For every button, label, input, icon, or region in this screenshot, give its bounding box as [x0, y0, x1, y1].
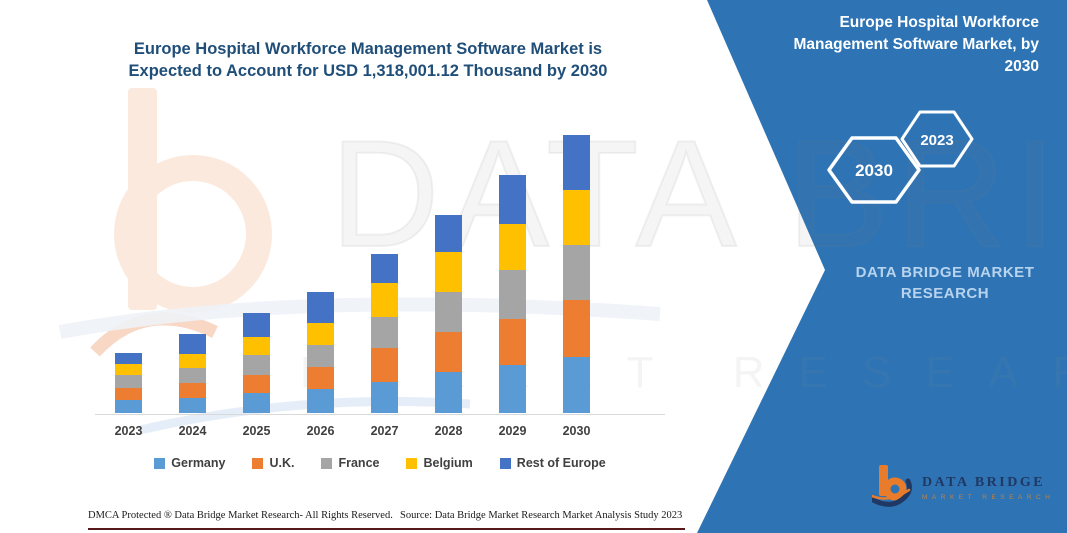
logo-tagline: MARKET RESEARCH: [922, 494, 1055, 501]
stacked-bar-2030: [563, 135, 590, 413]
dmca-notice: DMCA Protected ® Data Bridge Market Rese…: [88, 510, 393, 521]
x-axis-line: [95, 414, 665, 415]
bar-segment-germany-2030: [563, 357, 590, 413]
bar-segment-u-k--2030: [563, 300, 590, 357]
bar-segment-rest-of-europe-2029: [499, 174, 526, 224]
x-axis-label-2029: 2029: [498, 424, 527, 438]
bar-segment-germany-2027: [371, 382, 398, 413]
legend-swatch: [252, 457, 264, 469]
side-panel-title-line2: Management Software Market, by: [793, 36, 1039, 53]
x-axis-label-2026: 2026: [306, 424, 335, 438]
bar-segment-belgium-2024: [179, 353, 206, 369]
stacked-bar-2024: [179, 333, 206, 413]
brand-line1: DATA BRIDGE MARKET: [855, 264, 1035, 281]
side-panel-title-line1: Europe Hospital Workforce: [839, 14, 1039, 31]
chart-title: Europe Hospital Workforce Management Sof…: [84, 38, 652, 82]
bar-segment-france-2023: [115, 375, 142, 389]
bar-segment-france-2024: [179, 368, 206, 384]
bar-segment-u-k--2025: [243, 374, 270, 394]
side-panel-title-line3: 2030: [1004, 58, 1039, 75]
bar-segment-germany-2024: [179, 397, 206, 413]
stacked-bar-2029: [499, 174, 526, 413]
bar-segment-rest-of-europe-2024: [179, 333, 206, 354]
legend-label: U.K.: [269, 456, 295, 470]
legend-label: Belgium: [423, 456, 473, 470]
bar-segment-germany-2023: [115, 400, 142, 413]
side-panel-title: Europe Hospital Workforce Management Sof…: [739, 12, 1039, 78]
bar-segment-belgium-2026: [307, 323, 334, 345]
x-axis-label-2024: 2024: [178, 424, 207, 438]
legend-swatch: [499, 457, 511, 469]
logo-name: DATA BRIDGE: [922, 475, 1046, 490]
bar-segment-france-2030: [563, 245, 590, 301]
bar-segment-u-k--2029: [499, 318, 526, 366]
source-note: Source: Data Bridge Market Research Mark…: [400, 510, 683, 521]
legend-item-u-k-: U.K.: [252, 456, 294, 470]
legend-label: Rest of Europe: [516, 456, 606, 470]
bar-segment-rest-of-europe-2023: [115, 352, 142, 365]
chart-title-line1: Europe Hospital Workforce Management Sof…: [133, 40, 603, 58]
bar-segment-germany-2025: [243, 393, 270, 413]
footer-rule: [88, 528, 685, 530]
legend-item-france: France: [321, 456, 379, 470]
x-axis-label-2025: 2025: [242, 424, 271, 438]
legend-label: France: [338, 456, 380, 470]
bar-segment-u-k--2026: [307, 367, 334, 390]
legend-label: Germany: [171, 456, 226, 470]
x-axis-label-2028: 2028: [434, 424, 463, 438]
legend-swatch: [154, 457, 166, 469]
bar-segment-rest-of-europe-2026: [307, 292, 334, 324]
stacked-bar-2028: [435, 214, 462, 413]
bar-segment-belgium-2025: [243, 337, 270, 356]
bar-segment-belgium-2030: [563, 190, 590, 246]
bar-segment-rest-of-europe-2025: [243, 313, 270, 338]
data-bridge-logo-icon: [872, 465, 912, 507]
bar-segment-belgium-2027: [371, 282, 398, 317]
bar-segment-france-2025: [243, 355, 270, 375]
legend-item-rest-of-europe: Rest of Europe: [499, 456, 606, 470]
bar-segment-france-2029: [499, 270, 526, 319]
legend-item-germany: Germany: [154, 456, 225, 470]
x-axis-label-2030: 2030: [562, 424, 591, 438]
side-panel-brand: DATA BRIDGE MARKET RESEARCH: [830, 262, 1060, 304]
bar-segment-rest-of-europe-2028: [435, 214, 462, 252]
bar-segment-france-2028: [435, 292, 462, 332]
bar-segment-rest-of-europe-2027: [371, 254, 398, 283]
legend-swatch: [406, 457, 418, 469]
bar-segment-belgium-2029: [499, 223, 526, 271]
stacked-bar-2027: [371, 254, 398, 413]
x-axis-label-2023: 2023: [114, 424, 143, 438]
chart-title-line2: Expected to Account for USD 1,318,001.12…: [128, 62, 608, 80]
bar-segment-u-k--2027: [371, 348, 398, 382]
legend-swatch: [321, 457, 333, 469]
stacked-bar-2026: [307, 292, 334, 413]
bar-segment-u-k--2023: [115, 388, 142, 400]
bar-segment-u-k--2024: [179, 383, 206, 398]
stacked-bar-2023: [115, 352, 142, 413]
plot-area: 2023 2024 2025 2026 2027 2028 2029 2030: [95, 130, 665, 438]
bar-segment-germany-2026: [307, 389, 334, 413]
bar-segment-france-2027: [371, 317, 398, 348]
legend-item-belgium: Belgium: [406, 456, 473, 470]
brand-line2: RESEARCH: [900, 285, 990, 302]
bar-segment-belgium-2028: [435, 252, 462, 292]
bar-segment-germany-2028: [435, 372, 462, 413]
stacked-bar-2025: [243, 313, 270, 413]
bar-segment-germany-2029: [499, 365, 526, 413]
bar-segment-france-2026: [307, 344, 334, 368]
company-logo: DATA BRIDGE MARKET RESEARCH: [872, 464, 1054, 512]
bar-segment-belgium-2023: [115, 364, 142, 376]
legend: Germany U.K. France Belgium Rest of Europe: [95, 456, 665, 470]
bar-segment-u-k--2028: [435, 332, 462, 372]
bar-segment-rest-of-europe-2030: [563, 135, 590, 191]
x-axis-label-2027: 2027: [370, 424, 399, 438]
